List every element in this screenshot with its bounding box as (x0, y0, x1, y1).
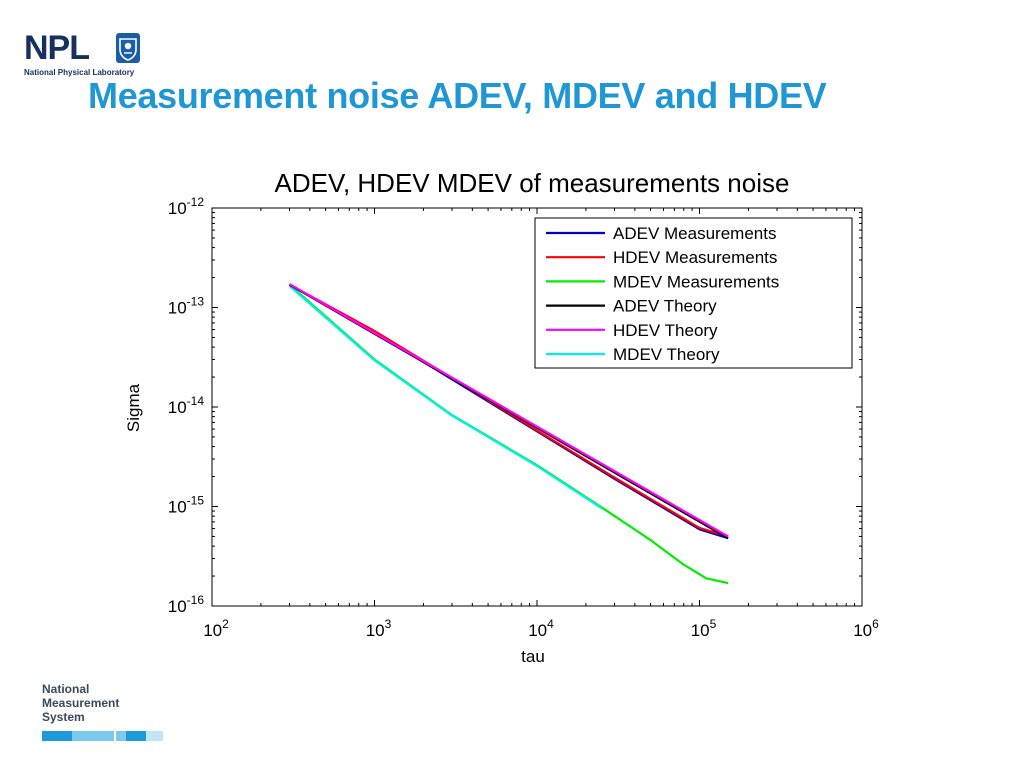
legend-box (534, 217, 853, 369)
nms-line-3: System (42, 710, 85, 724)
y-tick-label: 10-14 (168, 394, 205, 417)
npl-logo-subtitle: National Physical Laboratory (24, 68, 135, 77)
x-tick-labels: 102 103 104 105 106 (203, 617, 879, 640)
x-tick-label: 104 (528, 617, 554, 640)
legend-label: HDEV Measurements (613, 248, 777, 267)
national-measurement-system-logo: National Measurement System (42, 682, 172, 742)
y-axis-label: Sigma (124, 383, 143, 432)
legend: ADEV Measurements HDEV Measurements MDEV M… (534, 217, 853, 369)
x-tick-label: 102 (203, 617, 229, 640)
y-tick-label: 10-12 (168, 195, 205, 218)
legend-label: MDEV Theory (613, 345, 720, 364)
y-tick-label: 10-15 (168, 494, 205, 517)
series-lines (288, 283, 729, 585)
legend-label: HDEV Theory (613, 321, 718, 340)
crest-icon (116, 33, 140, 63)
nms-color-stripe (42, 731, 163, 741)
nms-line-1: National (42, 682, 90, 696)
npl-logo: NPL National Physical Laboratory (24, 30, 150, 80)
nms-line-2: Measurement (42, 696, 120, 710)
legend-label: MDEV Measurements (613, 272, 779, 291)
y-tick-labels: 10-12 10-13 10-14 10-15 10-16 (168, 195, 205, 616)
x-tick-label: 106 (853, 617, 879, 640)
series-line-hdev-theory (288, 283, 729, 538)
x-tick-label: 105 (691, 617, 717, 640)
series-line-hdev-measurements (288, 283, 729, 538)
slide-title: Measurement noise ADEV, MDEV and HDEV (88, 75, 827, 116)
series-line-mdev-theory (288, 285, 603, 510)
legend-items: ADEV Measurements HDEV Measurements MDEV M… (546, 224, 779, 364)
npl-logo-letters: NPL (24, 29, 90, 67)
legend-label: ADEV Theory (613, 297, 717, 316)
chart-title: ADEV, HDEV MDEV of measurements noise (275, 168, 790, 198)
x-axis-label: tau (521, 647, 545, 666)
y-tick-label: 10-16 (168, 593, 205, 616)
tick-marks (211, 208, 862, 607)
y-tick-label: 10-13 (168, 295, 205, 318)
legend-label: ADEV Measurements (613, 224, 776, 243)
x-tick-label: 103 (366, 617, 392, 640)
